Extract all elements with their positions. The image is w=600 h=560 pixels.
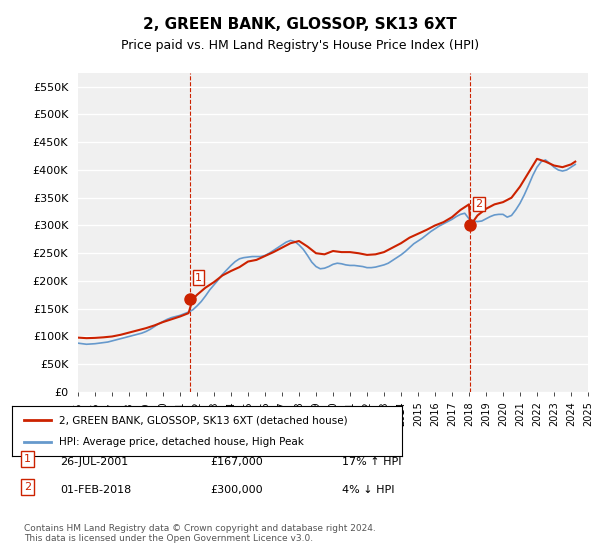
Text: 2, GREEN BANK, GLOSSOP, SK13 6XT (detached house): 2, GREEN BANK, GLOSSOP, SK13 6XT (detach… <box>59 415 347 425</box>
Text: 2, GREEN BANK, GLOSSOP, SK13 6XT: 2, GREEN BANK, GLOSSOP, SK13 6XT <box>143 17 457 32</box>
Text: 4% ↓ HPI: 4% ↓ HPI <box>342 485 395 495</box>
Text: Price paid vs. HM Land Registry's House Price Index (HPI): Price paid vs. HM Land Registry's House … <box>121 39 479 52</box>
Text: £300,000: £300,000 <box>210 485 263 495</box>
Text: Contains HM Land Registry data © Crown copyright and database right 2024.
This d: Contains HM Land Registry data © Crown c… <box>24 524 376 543</box>
Text: 1: 1 <box>24 454 31 464</box>
Text: 1: 1 <box>195 273 202 283</box>
Text: 2: 2 <box>24 482 31 492</box>
Text: 26-JUL-2001: 26-JUL-2001 <box>60 457 128 467</box>
Text: HPI: Average price, detached house, High Peak: HPI: Average price, detached house, High… <box>59 437 304 447</box>
Text: £167,000: £167,000 <box>210 457 263 467</box>
Text: 2: 2 <box>475 199 482 209</box>
Text: 17% ↑ HPI: 17% ↑ HPI <box>342 457 401 467</box>
Text: 01-FEB-2018: 01-FEB-2018 <box>60 485 131 495</box>
